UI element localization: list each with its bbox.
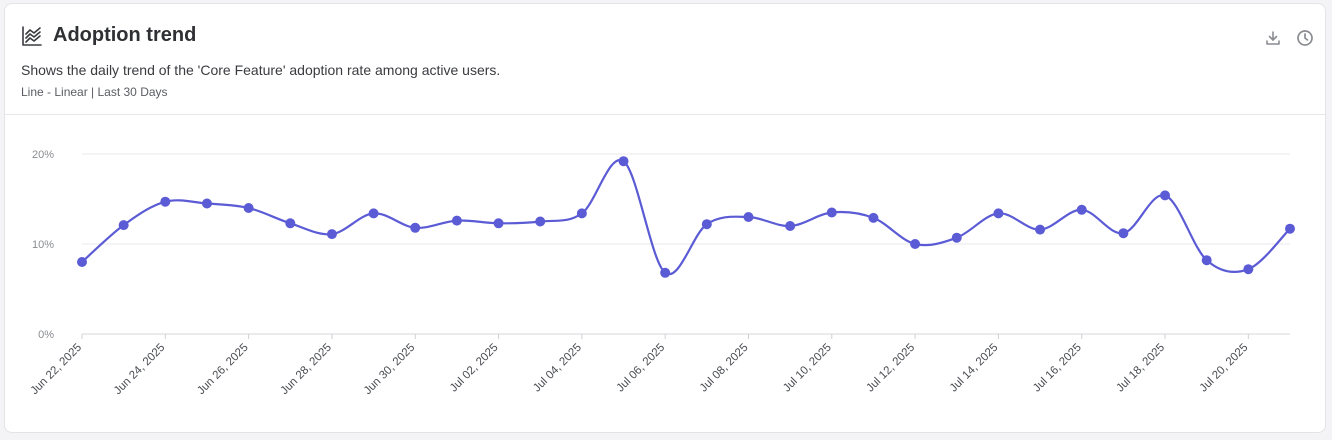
y-tick-label: 20% (32, 149, 54, 161)
data-point[interactable] (993, 208, 1004, 219)
data-point[interactable] (701, 219, 712, 230)
data-point[interactable] (1160, 190, 1171, 201)
x-tick-label: Jun 30, 2025 (362, 342, 418, 398)
card-header: Adoption trend Shows the daily trend of … (5, 4, 1325, 115)
data-point[interactable] (1285, 223, 1295, 234)
x-tick-label: Jul 20, 2025 (1198, 342, 1251, 395)
download-button[interactable] (1263, 28, 1283, 48)
data-point[interactable] (785, 221, 796, 231)
x-tick-label: Jul 12, 2025 (864, 342, 917, 395)
x-tick-label: Jun 22, 2025 (29, 342, 85, 398)
data-point[interactable] (410, 222, 421, 233)
x-tick-label: Jul 18, 2025 (1114, 342, 1167, 395)
data-point[interactable] (160, 196, 171, 207)
title-row: Adoption trend (21, 24, 196, 47)
data-point[interactable] (201, 198, 212, 209)
clock-icon (1297, 30, 1313, 46)
data-point[interactable] (535, 216, 546, 227)
data-point[interactable] (826, 207, 837, 218)
data-point[interactable] (576, 208, 587, 219)
y-tick-label: 10% (32, 239, 54, 251)
x-tick-label: Jul 04, 2025 (531, 342, 584, 395)
data-point[interactable] (951, 232, 962, 243)
data-point[interactable] (368, 208, 379, 219)
data-point[interactable] (743, 212, 754, 222)
x-tick-label: Jul 14, 2025 (948, 342, 1001, 395)
data-point[interactable] (868, 212, 879, 223)
history-button[interactable] (1295, 28, 1315, 48)
x-tick-label: Jul 10, 2025 (781, 342, 834, 395)
data-point[interactable] (1201, 255, 1212, 266)
line-chart: 0% 10% 20% Jun 22, 2025 Jun 24, 2025 Jun 26,… (29, 149, 1295, 398)
card-actions (1263, 28, 1315, 48)
chart-meta: Line - Linear | Last 30 Days (21, 85, 168, 99)
data-point[interactable] (1243, 264, 1254, 275)
data-point[interactable] (243, 203, 254, 213)
download-icon (1266, 31, 1280, 45)
x-tick-label: Jul 16, 2025 (1031, 342, 1084, 395)
adoption-trend-card: Adoption trend Shows the daily trend of … (4, 3, 1326, 433)
data-point[interactable] (451, 215, 462, 226)
chart-area: 0% 10% 20% Jun 22, 2025 Jun 24, 2025 Jun 26,… (5, 115, 1325, 432)
data-point[interactable] (660, 267, 671, 278)
x-tick-label: Jul 08, 2025 (698, 342, 751, 395)
data-point[interactable] (493, 218, 504, 229)
data-point[interactable] (1035, 224, 1046, 235)
data-point[interactable] (326, 229, 337, 240)
x-tick-label: Jul 06, 2025 (614, 342, 667, 395)
data-point[interactable] (285, 218, 296, 229)
data-point[interactable] (910, 239, 921, 249)
page-title: Adoption trend (53, 24, 197, 46)
x-tick-label: Jun 24, 2025 (112, 342, 168, 398)
line-chart-icon (21, 25, 43, 47)
data-point[interactable] (618, 156, 629, 167)
data-point[interactable] (1118, 228, 1129, 239)
data-point[interactable] (1076, 204, 1087, 215)
data-point[interactable] (118, 220, 129, 231)
series-line (81, 158, 1291, 276)
card-subtitle: Shows the daily trend of the 'Core Featu… (21, 62, 501, 78)
x-tick-label: Jul 02, 2025 (448, 342, 501, 395)
x-tick-label: Jun 26, 2025 (195, 342, 251, 398)
y-tick-label: 0% (38, 329, 54, 341)
data-point[interactable] (77, 257, 87, 267)
x-tick-label: Jun 28, 2025 (279, 342, 335, 398)
